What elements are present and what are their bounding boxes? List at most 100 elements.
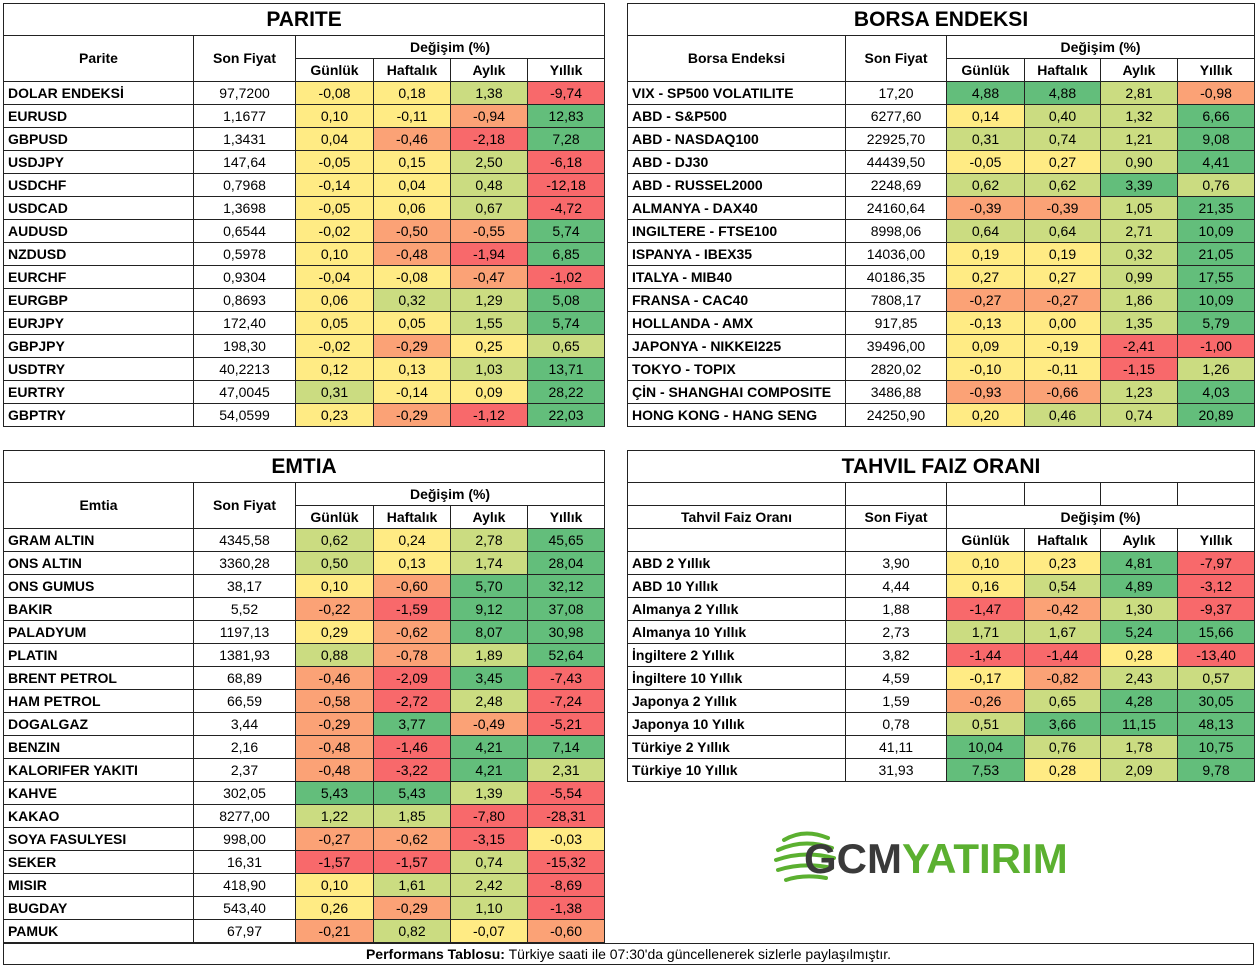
weekly-change: 0,19 — [1024, 242, 1101, 266]
daily-change: -0,05 — [946, 150, 1025, 174]
yearly-header: Yıllık — [1176, 528, 1256, 552]
monthly-change: 2,43 — [1100, 666, 1178, 690]
row-name: ISPANYA - IBEX35 — [627, 242, 846, 266]
footer-note: Performans Tablosu: Türkiye saati ile 07… — [3, 943, 1254, 965]
table-row: EURCHF 0,9304 -0,04 -0,08 -0,47 -1,02 — [3, 265, 606, 289]
logo-part1: GCM — [804, 835, 902, 882]
row-name: ABD - DJ30 — [627, 150, 846, 174]
daily-change: 0,16 — [946, 574, 1025, 598]
yearly-change: 13,71 — [526, 357, 606, 381]
row-price: 40,2213 — [193, 357, 296, 381]
row-name: ITALYA - MIB40 — [627, 265, 846, 289]
table-row: GBPJPY 198,30 -0,02 -0,29 0,25 0,65 — [3, 334, 606, 358]
blank-cell — [946, 482, 1025, 506]
change-header: Değişim (%) — [945, 35, 1256, 59]
row-price: 3360,28 — [193, 551, 296, 575]
weekly-change: 0,06 — [373, 196, 451, 220]
globe-icon — [774, 831, 836, 882]
row-name: SOYA FASULYESI — [3, 827, 194, 851]
row-name: KAHVE — [3, 781, 194, 805]
table-row: Almanya 2 Yıllık 1,88 -1,47 -0,42 1,30 -9,37 — [627, 597, 1256, 621]
parite-title: PARITE — [2, 3, 606, 36]
yearly-change: -12,18 — [526, 173, 606, 197]
table-row: TOKYO - TOPIX 2820,02 -0,10 -0,11 -1,15 1,26 — [627, 357, 1256, 381]
yearly-change: 7,28 — [526, 127, 606, 151]
yearly-change: 7,14 — [526, 735, 606, 759]
weekly-change: -1,59 — [373, 597, 451, 621]
yearly-change: 2,31 — [526, 758, 606, 782]
yearly-change: 21,05 — [1176, 242, 1256, 266]
table-row: GBPUSD 1,3431 0,04 -0,46 -2,18 7,28 — [3, 127, 606, 151]
monthly-change: 9,12 — [450, 597, 528, 621]
table-row: İngiltere 2 Yıllık 3,82 -1,44 -1,44 0,28 -13,… — [627, 643, 1256, 667]
borsa-title: BORSA ENDEKSI — [626, 3, 1256, 36]
daily-header: Günlük — [295, 58, 374, 82]
weekly-change: 0,64 — [1024, 219, 1101, 243]
yearly-change: 17,55 — [1176, 265, 1256, 289]
yearly-change: 22,03 — [526, 403, 606, 427]
row-name: EURTRY — [3, 380, 194, 404]
row-price: 1197,13 — [193, 620, 296, 644]
table-row: EURUSD 1,1677 0,10 -0,11 -0,94 12,83 — [3, 104, 606, 128]
name-header: Emtia — [3, 482, 194, 529]
yearly-change: -5,21 — [526, 712, 606, 736]
weekly-change: 0,00 — [1024, 311, 1101, 335]
weekly-change: 0,74 — [1024, 127, 1101, 151]
yearly-change: 1,26 — [1176, 357, 1256, 381]
row-price: 38,17 — [193, 574, 296, 598]
weekly-change: 5,43 — [373, 781, 451, 805]
table-row: ABD 2 Yıllık 3,90 0,10 0,23 4,81 -7,97 — [627, 551, 1256, 575]
row-price: 2,16 — [193, 735, 296, 759]
row-price: 66,59 — [193, 689, 296, 713]
daily-change: -0,48 — [295, 758, 374, 782]
yearly-change: 28,22 — [526, 380, 606, 404]
name-header: Borsa Endeksi — [627, 35, 846, 82]
daily-change: 0,10 — [295, 873, 374, 897]
weekly-change: 0,24 — [373, 528, 451, 552]
row-price: 198,30 — [193, 334, 296, 358]
monthly-change: -1,15 — [1100, 357, 1178, 381]
monthly-change: -0,49 — [450, 712, 528, 736]
row-name: INGILTERE - FTSE100 — [627, 219, 846, 243]
monthly-header: Aylık — [1100, 58, 1178, 82]
row-name: AUDUSD — [3, 219, 194, 243]
table-row: SEKER 16,31 -1,57 -1,57 0,74 -15,32 — [3, 850, 606, 874]
yearly-change: 6,85 — [526, 242, 606, 266]
monthly-change: -2,41 — [1100, 334, 1178, 358]
yearly-change: 10,09 — [1176, 219, 1256, 243]
monthly-change: -3,15 — [450, 827, 528, 851]
row-name: HONG KONG - HANG SENG — [627, 403, 846, 427]
monthly-change: 1,55 — [450, 311, 528, 335]
row-name: NZDUSD — [3, 242, 194, 266]
daily-change: -0,48 — [295, 735, 374, 759]
daily-change: 0,12 — [295, 357, 374, 381]
daily-change: 0,26 — [295, 896, 374, 920]
yearly-change: -7,24 — [526, 689, 606, 713]
daily-change: 0,10 — [295, 242, 374, 266]
table-row: USDCAD 1,3698 -0,05 0,06 0,67 -4,72 — [3, 196, 606, 220]
weekly-change: -0,29 — [373, 896, 451, 920]
daily-change: 0,14 — [946, 104, 1025, 128]
table-row: VIX - SP500 VOLATILITE 17,20 4,88 4,88 2,81-… — [627, 81, 1256, 105]
monthly-header: Aylık — [450, 505, 528, 529]
weekly-change: -0,48 — [373, 242, 451, 266]
daily-change: -0,04 — [295, 265, 374, 289]
monthly-change: 0,28 — [1100, 643, 1178, 667]
yearly-change: 32,12 — [526, 574, 606, 598]
row-name: SEKER — [3, 850, 194, 874]
row-price: 97,7200 — [193, 81, 296, 105]
row-name: ABD 2 Yıllık — [627, 551, 846, 575]
row-name: ABD 10 Yıllık — [627, 574, 846, 598]
daily-change: 0,88 — [295, 643, 374, 667]
yearly-change: -28,31 — [526, 804, 606, 828]
daily-change: 0,62 — [946, 173, 1025, 197]
table-row: EURGBP 0,8693 0,06 0,32 1,29 5,08 — [3, 288, 606, 312]
table-row: PALADYUM 1197,13 0,29 -0,62 8,07 30,98 — [3, 620, 606, 644]
row-name: ABD - RUSSEL2000 — [627, 173, 846, 197]
weekly-change: -2,09 — [373, 666, 451, 690]
yearly-change: 15,66 — [1176, 620, 1256, 644]
row-name: ABD - S&P500 — [627, 104, 846, 128]
table-row: ABD 10 Yıllık 4,44 0,16 0,54 4,89 -3,12 — [627, 574, 1256, 598]
weekly-change: -0,08 — [373, 265, 451, 289]
monthly-change: -0,47 — [450, 265, 528, 289]
